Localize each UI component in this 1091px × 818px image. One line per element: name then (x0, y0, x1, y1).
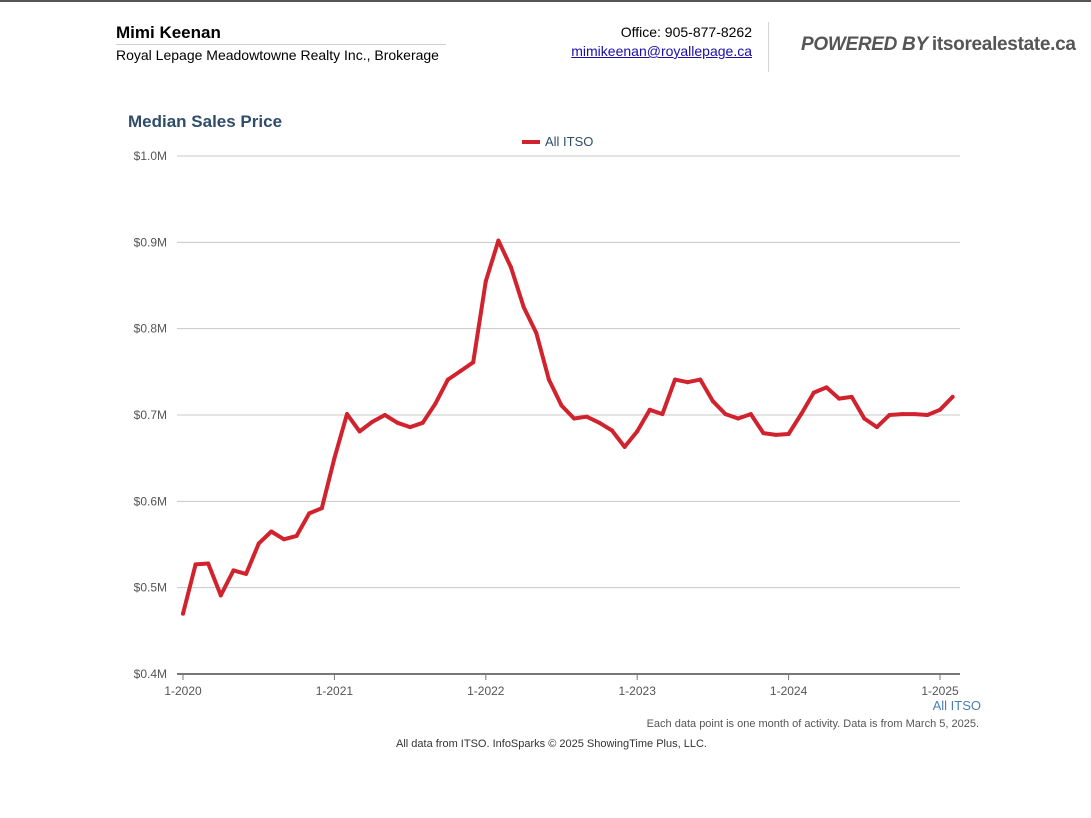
data-point (799, 412, 804, 417)
data-point (950, 394, 955, 399)
legend-swatch (522, 139, 540, 144)
powered-by-site: itsorealestate.ca (931, 34, 1076, 55)
data-point (837, 396, 842, 401)
data-point (345, 412, 349, 417)
data-point (231, 568, 236, 573)
data-point (887, 413, 892, 417)
x-tick-label: 1-2024 (770, 684, 808, 698)
data-point (193, 562, 198, 567)
y-tick-label: $0.6M (134, 494, 167, 508)
y-tick-label: $0.4M (134, 667, 167, 681)
data-point (319, 506, 324, 511)
data-point (546, 377, 551, 382)
top-border (0, 0, 1091, 2)
data-point (281, 537, 286, 542)
data-point (395, 420, 400, 425)
data-point (635, 429, 640, 434)
data-point (925, 413, 930, 417)
data-point (824, 385, 829, 390)
data-point (736, 416, 741, 421)
data-point (938, 407, 942, 412)
data-point (521, 305, 526, 310)
series-end-label: All ITSO (932, 698, 981, 713)
data-point (660, 412, 665, 417)
data-point (307, 511, 312, 516)
data-point (181, 611, 185, 616)
data-point (408, 425, 413, 430)
y-tick-label: $0.7M (134, 408, 167, 422)
agent-name: Mimi Keenan (116, 23, 221, 42)
powered-by-text: POWERED BY (801, 34, 928, 55)
data-point (710, 399, 715, 404)
data-point (572, 416, 577, 421)
data-point (206, 561, 211, 566)
data-point (559, 403, 564, 408)
data-point (900, 412, 905, 417)
agent-divider (116, 44, 446, 45)
y-tick-label: $0.5M (134, 581, 167, 595)
data-point (874, 425, 879, 430)
data-point (382, 413, 387, 417)
data-point (622, 444, 627, 449)
data-point (584, 414, 589, 419)
x-tick-label: 1-2023 (619, 684, 657, 698)
data-point (912, 412, 917, 417)
office-phone: Office: 905-877-8262 (620, 24, 752, 40)
data-credits: All data from ITSO. InfoSparks © 2025 Sh… (396, 738, 707, 750)
data-point (445, 377, 450, 382)
data-point (218, 593, 223, 598)
data-point (786, 432, 791, 436)
x-tick-label: 1-2022 (467, 684, 505, 698)
y-tick-label: $0.9M (134, 235, 167, 249)
x-tick-label: 1-2020 (164, 684, 202, 698)
data-point (723, 412, 728, 417)
data-point (748, 412, 753, 417)
data-point (458, 369, 463, 373)
data-point (496, 238, 501, 243)
data-point (332, 456, 337, 461)
chart-legend[interactable]: All ITSO (522, 134, 593, 149)
data-point (357, 429, 362, 434)
data-point (685, 380, 690, 385)
data-point (534, 331, 539, 335)
data-point (610, 428, 614, 433)
x-tick-label: 1-2021 (316, 684, 354, 698)
data-point (774, 432, 778, 437)
data-point (269, 529, 274, 534)
data-point (761, 431, 766, 436)
y-tick-label: $1.0M (134, 149, 167, 163)
chart-footnote: Each data point is one month of activity… (646, 718, 979, 730)
legend-label: All ITSO (545, 134, 594, 149)
data-point (420, 420, 425, 425)
chart-title: Median Sales Price (128, 112, 283, 131)
data-point (849, 394, 854, 399)
data-point (673, 377, 677, 382)
series-line (181, 238, 955, 616)
data-point (471, 360, 476, 365)
data-point (294, 533, 299, 538)
data-point (597, 420, 602, 425)
powered-by-logo: POWERED BY itsorealestate.ca (801, 34, 1076, 56)
x-tick-label: 1-2025 (921, 684, 959, 698)
agent-brokerage: Royal Lepage Meadowtowne Realty Inc., Br… (116, 47, 439, 63)
data-point (647, 407, 652, 412)
data-point (256, 541, 261, 546)
data-point (698, 377, 703, 382)
header-separator (768, 22, 769, 72)
data-point (370, 419, 375, 424)
email-link[interactable]: mimikeenan@royallepage.ca (571, 43, 752, 59)
data-point (811, 390, 816, 395)
data-point (433, 401, 438, 406)
data-point (509, 265, 513, 270)
y-tick-label: $0.8M (134, 322, 167, 336)
data-point (244, 571, 249, 576)
data-point (862, 416, 867, 421)
data-point (483, 279, 488, 284)
